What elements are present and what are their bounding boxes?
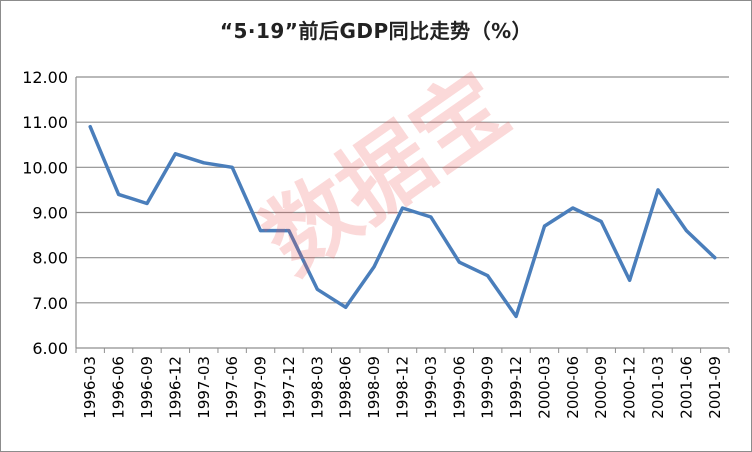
series-line xyxy=(88,124,717,319)
data-point xyxy=(457,260,461,264)
y-tick-label: 9.00 xyxy=(32,204,68,223)
y-tick-label: 12.00 xyxy=(22,68,68,87)
x-tick-label: 1996-03 xyxy=(81,356,99,419)
data-point xyxy=(315,287,319,291)
data-point xyxy=(684,229,688,233)
x-tick-label: 2000-12 xyxy=(621,356,639,419)
data-point xyxy=(599,220,603,224)
x-tick-label: 1996-09 xyxy=(138,356,156,419)
x-tick-label: 1999-09 xyxy=(479,356,497,419)
data-point xyxy=(344,305,348,309)
x-tick-label: 1997-09 xyxy=(252,356,270,419)
x-tick-label: 1996-06 xyxy=(110,356,128,419)
x-tick-label: 1999-03 xyxy=(422,356,440,419)
data-point xyxy=(429,215,433,219)
y-tick-label: 7.00 xyxy=(32,294,68,313)
x-tick-label: 1998-12 xyxy=(394,356,412,419)
data-point xyxy=(514,314,518,318)
y-tick-label: 11.00 xyxy=(22,113,68,132)
x-tick-label: 2001-06 xyxy=(677,356,695,419)
data-point xyxy=(117,192,121,196)
x-tick-label: 2001-03 xyxy=(649,356,667,419)
y-tick-label: 10.00 xyxy=(22,158,68,177)
data-point xyxy=(542,224,546,228)
x-tick-label: 2001-09 xyxy=(706,356,724,419)
data-point xyxy=(287,229,291,233)
data-point xyxy=(372,265,376,269)
x-tick-label: 1999-12 xyxy=(507,356,525,419)
x-tick-label: 1996-12 xyxy=(166,356,184,419)
x-tick-label: 1998-09 xyxy=(365,356,383,419)
x-tick-label: 1998-03 xyxy=(308,356,326,419)
y-tick-label: 6.00 xyxy=(32,339,68,358)
y-tick-label: 8.00 xyxy=(32,249,68,268)
data-point xyxy=(713,256,717,260)
x-tick-label: 1998-06 xyxy=(337,356,355,419)
data-point xyxy=(230,165,234,169)
data-point xyxy=(628,278,632,282)
data-point xyxy=(401,206,404,210)
data-point xyxy=(173,152,177,156)
data-point xyxy=(145,201,149,205)
data-point xyxy=(202,161,206,165)
chart-title: “5·19”前后GDP同比走势（%） xyxy=(219,19,533,43)
x-tick-label: 1997-12 xyxy=(280,356,298,419)
data-point xyxy=(486,274,490,278)
data-point xyxy=(259,229,263,233)
data-point xyxy=(571,206,575,210)
x-tick-label: 2000-06 xyxy=(564,356,582,419)
x-tick-label: 2000-09 xyxy=(592,356,610,419)
x-tick-label: 1997-03 xyxy=(195,356,213,419)
data-point xyxy=(88,125,92,129)
x-tick-label: 1999-06 xyxy=(450,356,468,419)
data-point xyxy=(656,188,660,192)
x-tick-label: 2000-03 xyxy=(535,356,553,419)
x-tick-label: 1997-06 xyxy=(223,356,241,419)
